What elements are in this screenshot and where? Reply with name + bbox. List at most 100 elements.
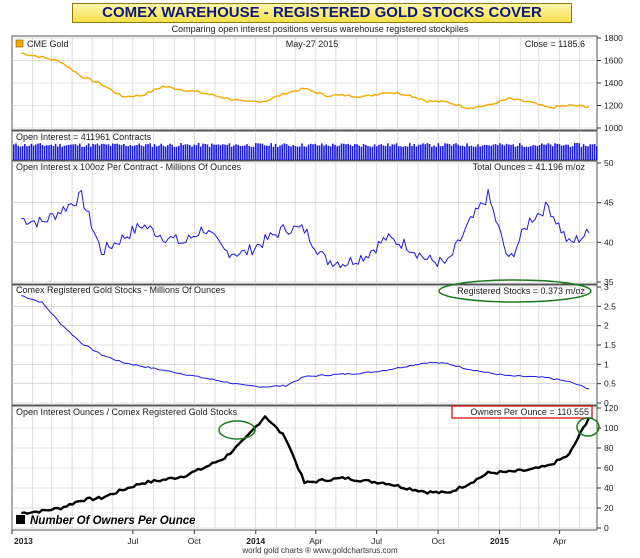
open-interest-bar xyxy=(481,145,484,160)
open-interest-bar xyxy=(213,144,215,160)
open-interest-bar xyxy=(92,143,94,160)
open-interest-bar xyxy=(65,145,68,160)
open-interest-bar xyxy=(488,145,490,160)
open-interest-bar xyxy=(527,146,530,160)
open-interest-bar xyxy=(402,146,404,160)
open-interest-bar xyxy=(512,144,514,160)
open-interest-bar xyxy=(182,145,184,160)
open-interest-bar xyxy=(83,146,85,160)
open-interest-bar xyxy=(191,146,193,160)
x-tick-label: Apr xyxy=(553,536,566,546)
open-interest-bar xyxy=(217,144,220,160)
y-tick-label: 1200 xyxy=(604,101,623,111)
open-interest-bar xyxy=(37,143,39,160)
open-interest-bar xyxy=(400,146,402,160)
x-tick-label: Jul xyxy=(371,536,382,546)
series-line-open-interest-ounces xyxy=(21,189,590,269)
total-ounces-label: Total Ounces = 41.196 m/oz xyxy=(473,162,586,172)
open-interest-bar xyxy=(233,145,235,160)
y-tick-label: 60 xyxy=(604,463,614,473)
open-interest-bar xyxy=(545,144,547,160)
y-tick-label: 40 xyxy=(604,483,614,493)
open-interest-bar xyxy=(204,143,206,160)
open-interest-bar xyxy=(81,146,83,160)
open-interest-bar xyxy=(145,144,147,160)
annotation-ellipse xyxy=(576,417,600,437)
open-interest-bar xyxy=(50,144,52,160)
open-interest-bar xyxy=(156,146,158,160)
open-interest-bar xyxy=(560,145,563,160)
open-interest-bar xyxy=(193,144,195,160)
open-interest-bar xyxy=(472,146,475,160)
open-interest-bar xyxy=(569,146,572,160)
open-interest-bar xyxy=(508,144,510,160)
open-interest-bar xyxy=(459,145,462,160)
y-tick-label: 35 xyxy=(604,277,614,287)
open-interest-bar xyxy=(288,145,290,160)
open-interest-bar xyxy=(189,145,191,160)
open-interest-bar xyxy=(114,143,116,160)
open-interest-bar xyxy=(230,146,233,160)
open-interest-bar xyxy=(431,146,433,160)
x-tick-label: 2014 xyxy=(246,536,265,546)
open-interest-bar xyxy=(371,146,374,160)
open-interest-bar xyxy=(362,144,365,160)
open-interest-bar xyxy=(266,145,268,160)
open-interest-bar xyxy=(184,144,187,160)
y-tick-label: 0.5 xyxy=(604,379,616,389)
y-tick-label: 100 xyxy=(604,423,618,433)
open-interest-bar xyxy=(409,143,411,160)
y-tick-label: 2.5 xyxy=(604,301,616,311)
open-interest-bar xyxy=(239,145,242,160)
open-interest-bar xyxy=(283,143,286,160)
open-interest-bar xyxy=(263,145,266,160)
open-interest-bar xyxy=(411,146,413,160)
y-tick-label: 2 xyxy=(604,321,609,331)
open-interest-bar xyxy=(510,144,512,160)
open-interest-bar xyxy=(206,144,209,160)
open-interest-bar xyxy=(21,146,24,160)
open-interest-bar xyxy=(129,145,132,160)
open-interest-bar xyxy=(215,144,217,160)
open-interest-bar xyxy=(316,145,319,160)
open-interest-bar xyxy=(136,145,138,160)
open-interest-bar xyxy=(380,143,382,160)
open-interest-bar xyxy=(173,146,176,160)
y-tick-label: 40 xyxy=(604,237,614,247)
open-interest-bar xyxy=(252,146,255,160)
open-interest-bar xyxy=(105,144,107,160)
open-interest-bar xyxy=(532,145,534,160)
open-interest-bar xyxy=(424,144,426,160)
open-interest-bar xyxy=(28,145,30,160)
close-label: Close = 1185.6 xyxy=(525,39,585,49)
open-interest-bar xyxy=(549,144,552,160)
y-tick-label: 120 xyxy=(604,403,618,413)
open-interest-bar xyxy=(285,144,288,160)
open-interest-bar xyxy=(24,144,26,160)
open-interest-bar xyxy=(261,143,264,160)
open-interest-bar xyxy=(118,144,121,160)
y-tick-label: 1400 xyxy=(604,78,623,88)
open-interest-bar xyxy=(519,143,521,160)
open-interest-bar xyxy=(499,143,501,160)
open-interest-bar xyxy=(147,144,149,160)
open-interest-bar xyxy=(314,143,316,160)
open-interest-bar xyxy=(279,145,281,160)
open-interest-bar xyxy=(63,145,66,160)
open-interest-bar xyxy=(131,146,134,160)
open-interest-bar xyxy=(422,143,424,160)
open-interest-bar xyxy=(241,145,244,160)
open-interest-bar xyxy=(186,144,189,160)
open-interest-bar xyxy=(149,143,151,160)
open-interest-bar xyxy=(351,146,354,160)
open-interest-bar xyxy=(70,144,72,160)
open-interest-bar xyxy=(268,145,270,160)
open-interest-bar xyxy=(433,145,435,160)
open-interest-bar xyxy=(329,146,332,160)
open-interest-bar xyxy=(312,144,314,160)
open-interest-bar xyxy=(420,144,422,160)
open-interest-bar xyxy=(406,146,409,160)
open-interest-bar xyxy=(30,143,33,160)
open-interest-bar xyxy=(497,145,499,160)
